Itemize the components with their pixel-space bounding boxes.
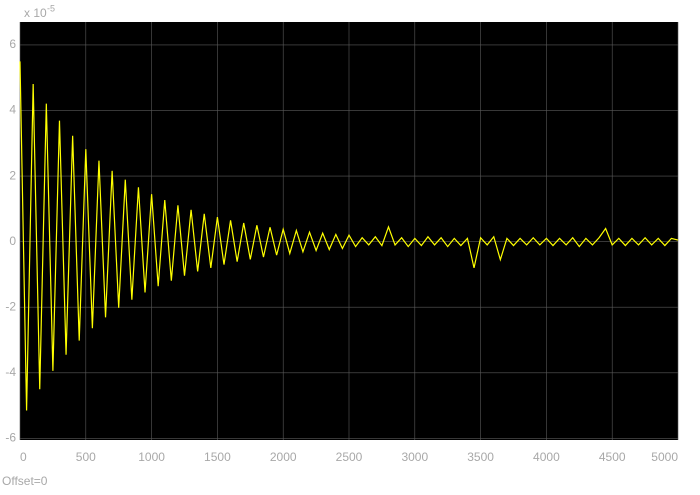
- y-tick-label: -6: [5, 431, 16, 445]
- x-tick-label: 3000: [401, 450, 428, 464]
- y-tick-label: -4: [5, 365, 16, 379]
- y-tick-label: 2: [9, 168, 16, 182]
- y-tick-label: -2: [5, 299, 16, 313]
- y-tick-label: 6: [9, 37, 16, 51]
- x-tick-label: 5000: [651, 450, 678, 464]
- y-tick-label: 4: [9, 103, 16, 117]
- x-tick-label: 2000: [270, 450, 297, 464]
- x-tick-label: 0: [20, 450, 27, 464]
- x-tick-label: 1500: [204, 450, 231, 464]
- y-tick-label: 0: [9, 234, 16, 248]
- x-tick-label: 500: [76, 450, 96, 464]
- x-tick-label: 4000: [533, 450, 560, 464]
- x-tick-label: 3500: [467, 450, 494, 464]
- footer: Offset=0: [2, 474, 48, 488]
- x-tick-label: 2500: [336, 450, 363, 464]
- x-tick-label: 4500: [599, 450, 626, 464]
- x-tick-label: 1000: [138, 450, 165, 464]
- y-exponent: -5: [47, 3, 55, 13]
- y-multiplier: x 10: [24, 6, 47, 20]
- signal-line: [19, 61, 679, 411]
